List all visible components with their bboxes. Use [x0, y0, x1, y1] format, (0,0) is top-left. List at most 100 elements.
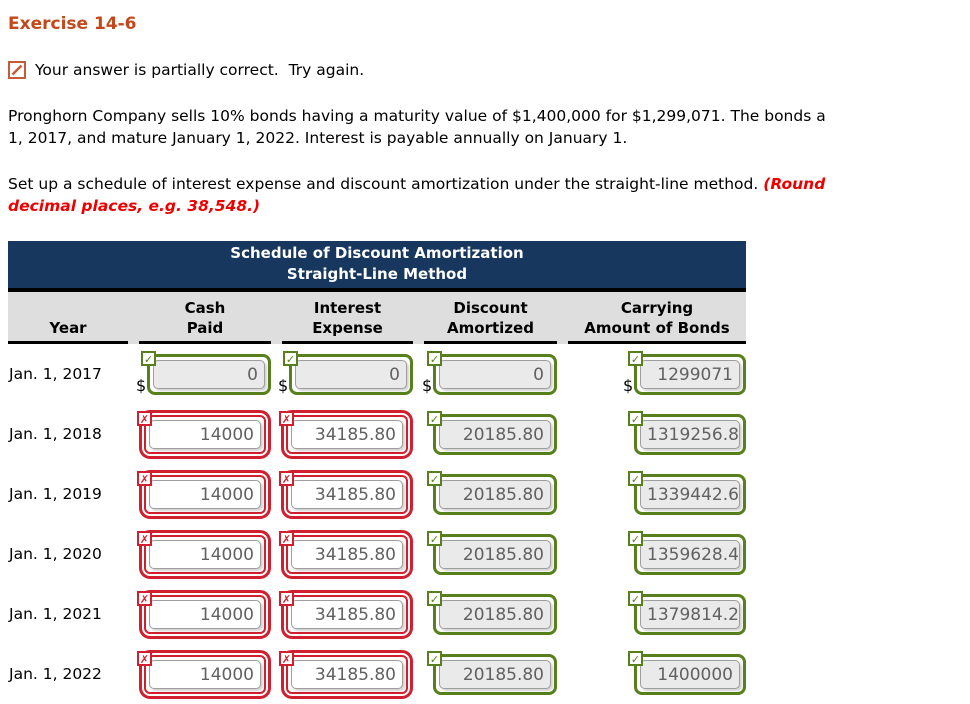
amount-value: 34185.80 — [291, 419, 403, 449]
field-cell: ✓ 20185.80 — [424, 530, 557, 575]
field-cell: ✓ 20185.80 — [424, 650, 557, 695]
incorrect-x-icon: ✗ — [137, 410, 152, 426]
input-field-wrap: ✗ 34185.80 — [279, 469, 413, 519]
amount-value: 0 — [295, 359, 407, 389]
table-title-line-1: Schedule of Discount Amortization — [230, 244, 524, 262]
input-field-wrap: ✓ 20185.80 — [427, 650, 557, 695]
dollar-sign: $ — [136, 375, 147, 395]
amount-input: ✓ $ 0 — [422, 350, 557, 395]
incorrect-x-icon: ✗ — [279, 470, 294, 486]
problem-statement: Pronghorn Company sells 10% bonds having… — [8, 105, 970, 149]
amount-value: 20185.80 — [439, 539, 551, 569]
field-cell: ✗ 34185.80 — [279, 529, 413, 579]
field-cell: ✗ 14000 — [137, 409, 271, 459]
table-row: Jan. 1, 2018 ✗ 14000 ✗ 34185.80 — [8, 404, 746, 464]
table-row: Jan. 1, 2021 ✗ 14000 ✗ 34185.80 — [8, 584, 746, 644]
correct-check-icon: ✓ — [628, 350, 643, 366]
field-cell: ✗ 14000 — [137, 649, 271, 699]
incorrect-x-icon: ✗ — [279, 410, 294, 426]
column-header-cash-paid: Cash Paid — [139, 292, 271, 344]
correct-check-icon: ✓ — [427, 650, 442, 666]
amount-input[interactable]: ✗ 14000 — [137, 649, 271, 699]
table-row: Jan. 1, 2017 ✓ $ 0 ✓ $ 0 — [8, 344, 746, 404]
field-cell: ✓ 1339442.60 — [568, 470, 746, 515]
input-field-wrap: ✓ 20185.80 — [427, 410, 557, 455]
table-title: Schedule of Discount Amortization Straig… — [8, 241, 746, 292]
correct-check-icon: ✓ — [427, 590, 442, 606]
input-field-wrap: ✓ $ 1299071 — [623, 350, 746, 395]
amount-value: 20185.80 — [439, 479, 551, 509]
field-cell: ✓ 20185.80 — [424, 590, 557, 635]
amount-input: ✓ 1339442.60 — [628, 470, 746, 515]
correct-check-icon: ✓ — [628, 590, 643, 606]
rounding-note-part1: (Round — [763, 175, 826, 193]
rounding-note-part2: decimal places, e.g. 38,548.) — [8, 197, 261, 215]
input-field-wrap: ✓ 1400000 — [628, 650, 746, 695]
amount-input[interactable]: ✗ 14000 — [137, 409, 271, 459]
instruction-text: Set up a schedule of interest expense an… — [8, 173, 970, 217]
amount-value: 20185.80 — [439, 599, 551, 629]
input-field-wrap: ✗ 14000 — [137, 589, 271, 639]
amount-input[interactable]: ✗ 34185.80 — [279, 589, 413, 639]
amount-value: 14000 — [149, 419, 261, 449]
input-field-wrap: ✗ 34185.80 — [279, 589, 413, 639]
input-field-wrap: ✓ 20185.80 — [427, 530, 557, 575]
feedback-banner: Your answer is partially correct. Try ag… — [8, 61, 970, 79]
correct-check-icon: ✓ — [628, 470, 643, 486]
amount-value: 1319256.80 — [640, 419, 740, 449]
amount-input[interactable]: ✗ 14000 — [137, 529, 271, 579]
field-cell: ✗ 34185.80 — [279, 409, 413, 459]
input-field-wrap: ✗ 14000 — [137, 529, 271, 579]
amount-input: ✓ 1400000 — [628, 650, 746, 695]
input-field-wrap: ✗ 14000 — [137, 409, 271, 459]
column-header-interest-expense: Interest Expense — [282, 292, 413, 344]
input-field-wrap: ✓ 1379814.20 — [628, 590, 746, 635]
input-field-wrap: ✗ 34185.80 — [279, 649, 413, 699]
amount-input[interactable]: ✗ 14000 — [137, 589, 271, 639]
amount-input[interactable]: ✗ 34185.80 — [279, 469, 413, 519]
input-field-wrap: ✓ $ 0 — [422, 350, 557, 395]
field-cell: ✗ 14000 — [137, 469, 271, 519]
amount-input: ✓ $ 0 — [136, 350, 271, 395]
field-cell: ✗ 14000 — [137, 529, 271, 579]
field-cell: ✗ 14000 — [137, 589, 271, 639]
amount-value: 34185.80 — [291, 659, 403, 689]
field-cell: ✗ 34185.80 — [279, 469, 413, 519]
input-field-wrap: ✗ 14000 — [137, 649, 271, 699]
partially-correct-icon — [8, 61, 26, 79]
column-header-year: Year — [8, 292, 128, 344]
table-header-row: Year Cash Paid Interest Expense Discount… — [8, 292, 746, 344]
amount-value: 1379814.20 — [640, 599, 740, 629]
column-header-discount-amortized: Discount Amortized — [424, 292, 557, 344]
correct-check-icon: ✓ — [628, 410, 643, 426]
amount-input: ✓ 1379814.20 — [628, 590, 746, 635]
instruction-prefix: Set up a schedule of interest expense an… — [8, 175, 764, 193]
incorrect-x-icon: ✗ — [279, 650, 294, 666]
incorrect-x-icon: ✗ — [279, 590, 294, 606]
amount-input[interactable]: ✗ 14000 — [137, 469, 271, 519]
dollar-sign: $ — [278, 375, 289, 395]
table-title-line-2: Straight-Line Method — [286, 265, 468, 283]
field-cell: ✓ $ 0 — [278, 350, 413, 395]
field-cell: ✗ 34185.80 — [279, 649, 413, 699]
amount-input[interactable]: ✗ 34185.80 — [279, 409, 413, 459]
amount-value: 14000 — [149, 659, 261, 689]
problem-line-1: Pronghorn Company sells 10% bonds having… — [8, 107, 826, 125]
feedback-text: Your answer is partially correct. Try ag… — [35, 61, 365, 79]
amount-value: 14000 — [149, 599, 261, 629]
amount-input: ✓ 20185.80 — [427, 650, 557, 695]
amount-input: ✓ 20185.80 — [427, 410, 557, 455]
amount-value: 0 — [153, 359, 265, 389]
amount-value: 1299071 — [640, 359, 740, 389]
table-row: Jan. 1, 2019 ✗ 14000 ✗ 34185.80 — [8, 464, 746, 524]
incorrect-x-icon: ✗ — [137, 470, 152, 486]
amount-value: 34185.80 — [291, 479, 403, 509]
input-field-wrap: ✓ 1319256.80 — [628, 410, 746, 455]
amount-input[interactable]: ✗ 34185.80 — [279, 529, 413, 579]
amount-input[interactable]: ✗ 34185.80 — [279, 649, 413, 699]
input-field-wrap: ✓ 20185.80 — [427, 590, 557, 635]
field-cell: ✓ $ 0 — [422, 350, 557, 395]
year-label: Jan. 1, 2022 — [9, 665, 102, 683]
table-row: Jan. 1, 2020 ✗ 14000 ✗ 34185.80 — [8, 524, 746, 584]
year-label: Jan. 1, 2017 — [9, 365, 102, 383]
